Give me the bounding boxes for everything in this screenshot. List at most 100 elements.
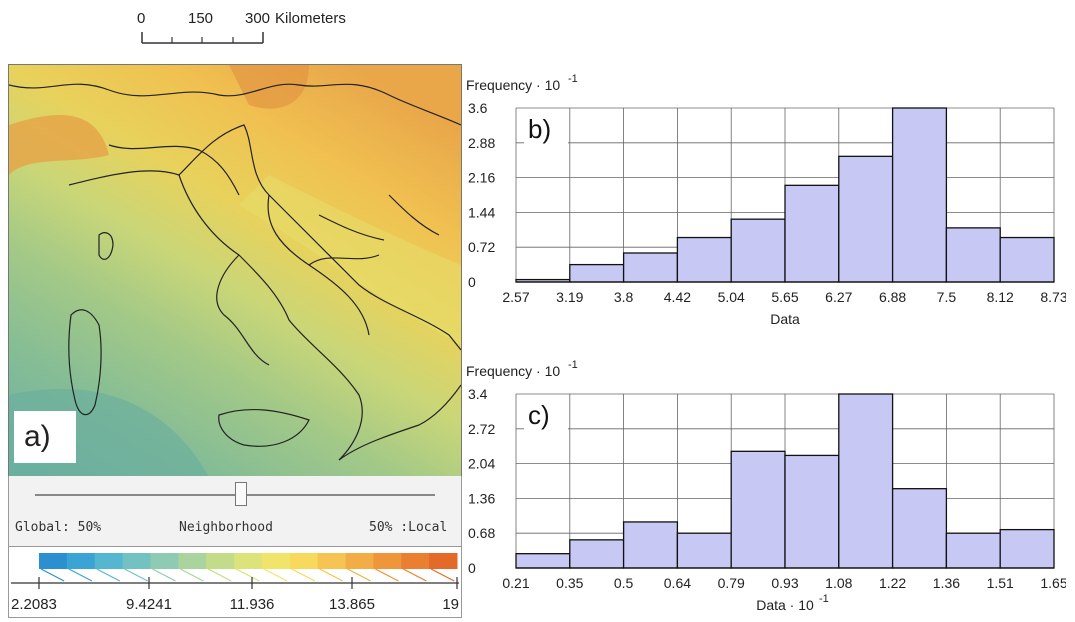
histogram-c: Frequency · 10 -1 0 0.68 1.36 2.04 2.72 3.4 0.21… <box>466 359 1066 613</box>
legend-swatch <box>94 553 124 569</box>
x-tick-label: 8.12 <box>987 289 1014 305</box>
color-legend: 2.2083 9.4241 11.936 13.865 19 <box>8 546 462 618</box>
legend-leader <box>96 568 121 582</box>
legend-swatch <box>122 553 151 569</box>
y-tick-label: 2.04 <box>468 456 495 472</box>
histogram-bar <box>999 236 1055 283</box>
legend-swatch <box>206 553 235 569</box>
y-tick-label: 1.44 <box>468 204 495 220</box>
y-tick-label: 3.4 <box>468 386 488 402</box>
histogram-bar <box>730 450 786 569</box>
panel-label-bg <box>524 396 568 432</box>
y-tick-label: 0 <box>468 274 476 290</box>
x-tick-label: 1.36 <box>933 575 960 591</box>
x-tick-label: 3.19 <box>556 289 583 305</box>
x-tick-label: 3.8 <box>614 289 634 305</box>
slider-thumb[interactable] <box>235 482 247 506</box>
histogram-bar <box>784 454 840 569</box>
legend-tick-label: 13.865 <box>329 596 375 613</box>
legend-leader <box>68 568 93 582</box>
histogram-bar <box>676 236 732 283</box>
legend-swatch <box>66 553 96 569</box>
y-tick-label: 2.88 <box>468 135 495 151</box>
legend-tick-label: 11.936 <box>230 596 275 613</box>
legend-leader <box>430 568 455 582</box>
histogram-bar <box>945 227 1001 283</box>
x-tick-label: 5.65 <box>771 289 798 305</box>
x-tick-label: 0.79 <box>718 575 745 591</box>
x-tick-label: 1.51 <box>987 575 1014 591</box>
legend-swatch <box>373 553 402 569</box>
legend-swatch <box>234 553 263 569</box>
panel-label: c) <box>528 400 550 430</box>
x-tick-label: 7.5 <box>937 289 957 305</box>
legend-leader <box>152 568 176 582</box>
x-axis-label-exponent: -1 <box>819 593 829 605</box>
panel-label-a: a) <box>14 411 76 463</box>
x-axis-label: Data · 10 <box>756 597 814 613</box>
y-tick-label: 2.72 <box>468 421 495 437</box>
histogram-b: Frequency · 10 -1 0 0.72 1.44 2.16 2.88 3.6 2.57… <box>466 73 1066 327</box>
histogram-bar <box>891 107 948 283</box>
legend-swatch <box>289 553 319 569</box>
panel-label: b) <box>528 114 551 144</box>
y-tick-label: 1.36 <box>468 490 495 506</box>
histogram-bar <box>622 252 679 283</box>
legend-leader <box>402 568 427 582</box>
neighborhood-slider-panel: Global: 50% Neighborhood 50% :Local <box>8 476 462 547</box>
legend-swatch <box>429 553 458 569</box>
legend-leader <box>207 568 232 582</box>
legend-leader <box>40 568 65 582</box>
interpolation-map <box>8 64 462 478</box>
slider-global-label: Global: 50% <box>15 520 102 535</box>
histogram-bar <box>999 528 1055 569</box>
y-axis-label-exponent: -1 <box>568 73 578 85</box>
x-tick-label: 6.27 <box>825 289 852 305</box>
histogram-bar <box>784 184 840 283</box>
scale-bar-graphic <box>141 32 264 44</box>
scale-tick-150: 150 <box>188 10 214 27</box>
scale-bar: 0 150 300 Kilometers <box>125 6 385 46</box>
x-tick-label: 1.08 <box>825 575 852 591</box>
legend-leader <box>180 568 204 582</box>
legend-leader <box>124 568 148 582</box>
histogram-bar <box>569 539 625 569</box>
histogram-bar <box>569 263 625 283</box>
x-tick-label: 0.93 <box>771 575 798 591</box>
histogram-bar <box>622 521 679 569</box>
panel-label-bg <box>524 110 568 146</box>
legend-leader <box>347 568 371 582</box>
legend-swatch <box>39 553 68 569</box>
y-tick-label: 0.68 <box>468 525 495 541</box>
x-tick-label: 0.21 <box>502 575 529 591</box>
x-tick-label: 2.57 <box>502 289 529 305</box>
legend-swatch <box>150 553 179 569</box>
legend-leader <box>319 568 344 582</box>
y-axis-label: Frequency · 10 <box>466 77 560 93</box>
legend-graphic: 2.2083 9.4241 11.936 13.865 19 <box>11 553 459 613</box>
x-tick-label: 0.5 <box>614 575 634 591</box>
map-surface <box>9 65 461 477</box>
y-tick-label: 2.16 <box>468 170 495 186</box>
x-tick-label: 0.64 <box>664 575 691 591</box>
histogram-bar <box>515 553 571 569</box>
y-tick-label: 0 <box>468 560 476 576</box>
y-tick-label: 3.6 <box>468 100 488 116</box>
legend-swatch <box>401 553 430 569</box>
histogram-bar <box>838 155 894 283</box>
slider-local-label: 50% :Local <box>369 520 448 535</box>
scale-tick-300: 300 <box>245 10 271 27</box>
y-axis-label-exponent: -1 <box>568 359 578 371</box>
x-tick-label: 4.42 <box>664 289 691 305</box>
legend-swatch <box>178 553 207 569</box>
x-tick-label: 8.73 <box>1040 289 1066 305</box>
histogram-bar <box>945 532 1001 569</box>
y-tick-label: 0.72 <box>468 239 495 255</box>
legend-leader <box>375 568 399 582</box>
scale-unit: Kilometers <box>275 10 346 27</box>
legend-tick-label: 2.2083 <box>11 596 57 613</box>
scale-tick-0: 0 <box>137 10 146 27</box>
legend-leader <box>235 568 260 582</box>
histogram-bar <box>730 218 786 283</box>
x-tick-label: 6.88 <box>879 289 906 305</box>
